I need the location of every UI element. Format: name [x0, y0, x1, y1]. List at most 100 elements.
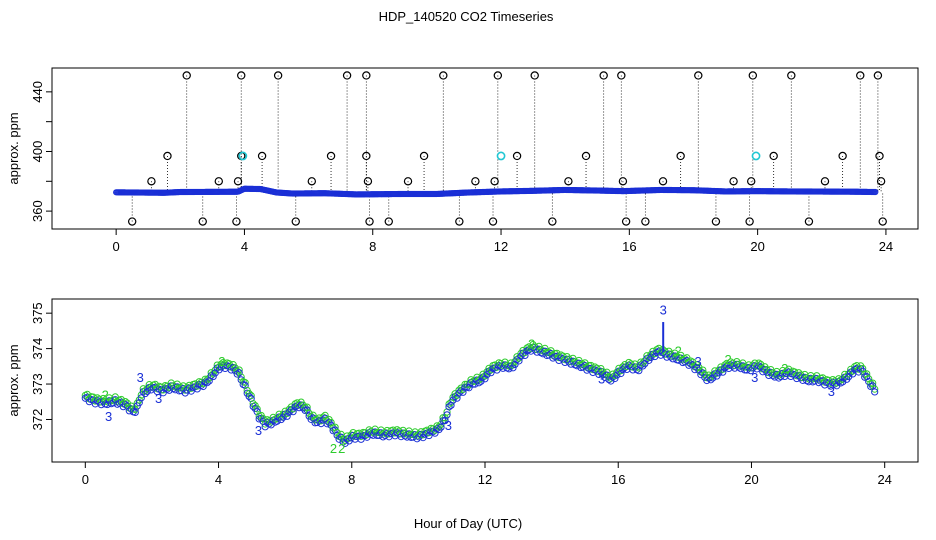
bottom-green-point — [709, 371, 717, 379]
top-outlier-point — [769, 151, 778, 161]
top-y-tick-label: 360 — [30, 200, 45, 222]
bottom-blue-point — [437, 423, 445, 431]
bottom-blue-point — [449, 396, 457, 404]
bottom-blue-point — [457, 387, 465, 395]
top-y-axis-label: approx. ppm — [6, 112, 21, 184]
top-outlier-point — [362, 71, 371, 80]
top-panel: 0 4 8 12 16 20 24 360 400 440 approx. ppm — [6, 67, 919, 254]
bottom-y-tick-label: 372 — [30, 409, 45, 431]
bottom-blue-point — [135, 399, 143, 407]
top-outlier-point — [233, 177, 243, 186]
top-outlier-point — [257, 151, 267, 161]
top-outlier-point — [873, 71, 883, 80]
x-axis-label: Hour of Day (UTC) — [414, 516, 522, 531]
bottom-blue-point — [137, 394, 145, 402]
bottom-blue-point — [613, 371, 621, 379]
bottom-blue-point — [481, 375, 489, 383]
bottom-point-label: 3 — [155, 391, 162, 406]
top-outlier-point — [564, 177, 573, 186]
bottom-x-tick-label: 12 — [478, 472, 492, 487]
top-outlier-point — [326, 151, 336, 161]
bottom-green-point — [667, 350, 675, 358]
top-outlier-point — [676, 151, 685, 161]
bottom-green-point — [785, 365, 793, 373]
top-outlier-point — [729, 177, 738, 186]
top-x-tick-label: 0 — [113, 239, 120, 254]
top-outlier-point — [856, 71, 865, 80]
top-outlier-point — [804, 217, 814, 226]
bottom-green-point — [323, 417, 331, 425]
bottom-x-tick-label: 8 — [348, 472, 355, 487]
bottom-green-point — [247, 392, 255, 400]
bottom-y-axis-label: approx. ppm — [6, 344, 21, 416]
bottom-blue-point — [707, 376, 715, 384]
bottom-blue-point — [611, 374, 619, 383]
bottom-blue-point — [341, 439, 349, 447]
bottom-point-label: 3 — [695, 354, 702, 369]
bottom-green-point — [575, 356, 583, 365]
bottom-point-label: 2 — [330, 441, 337, 456]
bottom-blue-point — [607, 377, 615, 385]
bottom-x-tick-label: 4 — [215, 472, 222, 487]
top-baseline-point — [872, 188, 879, 196]
bottom-green-point — [609, 370, 617, 378]
top-outlier-point — [493, 71, 503, 80]
bottom-green-point — [235, 366, 243, 374]
bottom-blue-point — [477, 377, 485, 385]
bottom-blue-point — [475, 379, 483, 387]
bottom-green-point — [481, 372, 489, 380]
bottom-green-point — [233, 367, 241, 375]
bottom-green-point — [655, 344, 663, 352]
top-x-tick-label: 8 — [369, 239, 376, 254]
bottom-green-point — [131, 406, 139, 414]
top-outlier-point — [232, 217, 241, 226]
bottom-point-label: 3 — [660, 303, 667, 318]
bottom-blue-point — [511, 360, 519, 369]
bottom-blue-point — [193, 385, 201, 393]
bottom-green-point — [117, 395, 125, 404]
bottom-green-point — [791, 368, 799, 376]
bottom-blue-point — [609, 373, 617, 381]
figure-title: HDP_140520 CO2 Timeseries — [379, 9, 554, 24]
top-outlier-point — [641, 217, 650, 226]
top-outlier-point — [747, 177, 756, 186]
bottom-green-point — [699, 366, 707, 374]
bottom-green-point — [871, 385, 879, 393]
bottom-green-point — [685, 358, 693, 367]
bottom-point-label: 3 — [137, 370, 144, 385]
bottom-green-point — [89, 393, 97, 401]
top-x-tick-label: 24 — [879, 239, 893, 254]
bottom-blue-point — [425, 431, 433, 440]
top-outlier-point — [490, 177, 499, 186]
bottom-point-label: 2 — [725, 352, 732, 367]
bottom-x-tick-label: 24 — [877, 472, 891, 487]
bottom-blue-point — [203, 379, 211, 387]
top-cyan-point — [496, 151, 506, 161]
top-outlier-point — [745, 217, 754, 226]
bottom-y-tick-label: 375 — [30, 302, 45, 324]
bottom-green-point — [541, 344, 549, 352]
top-outlier-point — [488, 217, 498, 226]
top-outlier-point — [147, 177, 156, 186]
bottom-green-point — [587, 361, 595, 370]
bottom-blue-point — [871, 388, 879, 396]
bottom-blue-point — [617, 369, 625, 378]
bottom-blue-point — [863, 373, 871, 381]
bottom-blue-point — [187, 387, 195, 395]
bottom-green-point — [445, 400, 453, 408]
top-outlier-point — [127, 217, 137, 226]
bottom-point-label: 3 — [255, 423, 262, 438]
bottom-blue-point — [283, 412, 291, 420]
top-outlier-point — [214, 177, 223, 186]
bottom-green-point — [553, 349, 561, 357]
top-outlier-point — [838, 151, 847, 161]
top-outlier-point — [876, 177, 886, 186]
bottom-green-point — [677, 351, 685, 359]
bottom-blue-point — [443, 411, 451, 419]
bottom-green-point — [245, 390, 253, 398]
bottom-green-point — [341, 436, 349, 445]
top-outlier-point — [273, 71, 283, 80]
bottom-blue-point — [323, 420, 331, 428]
bottom-green-point — [755, 359, 763, 367]
